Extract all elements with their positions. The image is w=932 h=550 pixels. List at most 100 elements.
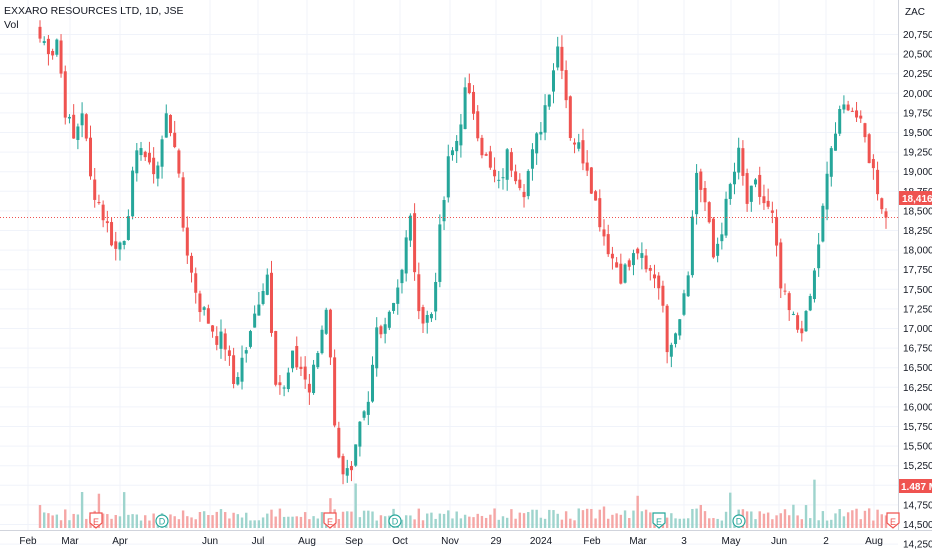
candle-body (636, 248, 640, 254)
candle-body (526, 170, 530, 197)
volume-bar (131, 514, 134, 528)
candle-body (459, 124, 463, 146)
price-tick-label: 16,750 (903, 344, 932, 355)
volume-bar (282, 516, 286, 528)
volume-bar (245, 512, 248, 528)
price-tick-label: 14,500 (903, 520, 932, 531)
volume-bar (825, 520, 829, 528)
candle-body (227, 350, 231, 356)
candle-body (775, 216, 779, 246)
volume-bar (863, 510, 867, 528)
candle-body (728, 184, 732, 199)
volume-bar (80, 492, 84, 528)
volume-bar (522, 513, 526, 528)
earnings-letter: E (656, 517, 662, 527)
candle-body (842, 104, 846, 110)
volume-bar (350, 511, 353, 528)
candle-body (766, 200, 770, 207)
candle-body (821, 205, 825, 242)
earnings-marker[interactable]: E (652, 512, 666, 529)
volume-bar (379, 515, 383, 528)
candle-body (787, 293, 791, 311)
volume-bar (867, 508, 871, 528)
candle-body (535, 133, 539, 154)
candle-body (741, 148, 745, 176)
time-tick-label: May (722, 536, 741, 547)
price-tick-label: 19,750 (903, 108, 932, 119)
volume-bar (682, 518, 686, 528)
volume-bar (804, 505, 808, 528)
candle-body (863, 123, 867, 138)
volume-bar (771, 519, 774, 528)
time-tick-label: Mar (61, 536, 79, 547)
earnings-marker[interactable]: E (323, 512, 337, 529)
candle-body (514, 171, 518, 182)
candle-body (139, 148, 143, 156)
volume-bar (560, 519, 564, 528)
volume-bar (223, 512, 227, 528)
candle-body (274, 331, 278, 385)
volume-bar (556, 513, 559, 528)
candle-body (754, 179, 758, 185)
candle-body (808, 296, 812, 311)
earnings-marker[interactable]: E (886, 512, 900, 529)
candle-body (215, 336, 219, 345)
volume-bar (505, 517, 509, 528)
candle-body (838, 109, 842, 134)
time-tick-label: Jun (202, 536, 218, 547)
volume-bar (173, 516, 176, 528)
candle-body (236, 377, 240, 385)
candle-body (181, 177, 185, 228)
price-tick-label: 15,250 (903, 461, 932, 472)
volume-bar (181, 510, 185, 528)
volume-bar (745, 511, 749, 528)
dividend-marker[interactable]: D (388, 514, 402, 528)
volume-bar (859, 519, 862, 528)
candle-body (745, 173, 749, 204)
dividend-marker[interactable]: D (732, 514, 746, 528)
candle-body (732, 171, 736, 185)
volume-bar (594, 518, 597, 528)
price-tick-label: 17,500 (903, 285, 932, 296)
candle-body (152, 157, 156, 175)
dividend-letter: D (392, 517, 399, 527)
volume-bar (468, 516, 471, 528)
candle-body (156, 165, 160, 179)
candle-body (833, 133, 837, 151)
earnings-marker[interactable]: E (89, 512, 103, 529)
volume-bar (186, 516, 189, 528)
time-tick-label: Aug (865, 536, 883, 547)
volume-bar (236, 514, 240, 528)
candle-body (674, 333, 678, 345)
candle-body (581, 140, 585, 164)
candle-body (678, 319, 682, 336)
candle-body (876, 169, 880, 195)
candle-body (295, 346, 299, 368)
candle-body (46, 38, 50, 55)
volume-bar (851, 510, 854, 528)
volume-bar (371, 511, 374, 528)
dividend-marker[interactable]: D (155, 514, 169, 528)
candle-body (661, 285, 665, 306)
price-tick-label: 18,000 (903, 246, 932, 257)
candle-body (871, 159, 875, 169)
volume-bar (110, 518, 113, 528)
volume-bar (729, 492, 732, 528)
volume-bar (198, 511, 202, 528)
candle-body (509, 152, 513, 171)
candle-body (72, 114, 76, 139)
volume-bar (569, 518, 572, 528)
volume-bar (476, 513, 479, 528)
volume-bar (409, 515, 412, 528)
volume-bar (169, 514, 172, 528)
candle-body (450, 150, 454, 156)
candle-body (122, 241, 126, 245)
candle-body (55, 39, 59, 55)
volume-bar (750, 511, 753, 528)
volume-bar (215, 511, 218, 528)
candle-body (585, 162, 589, 171)
volume-bar (834, 513, 837, 528)
volume-bar (426, 513, 429, 528)
price-tick-label: 20,000 (903, 89, 932, 100)
